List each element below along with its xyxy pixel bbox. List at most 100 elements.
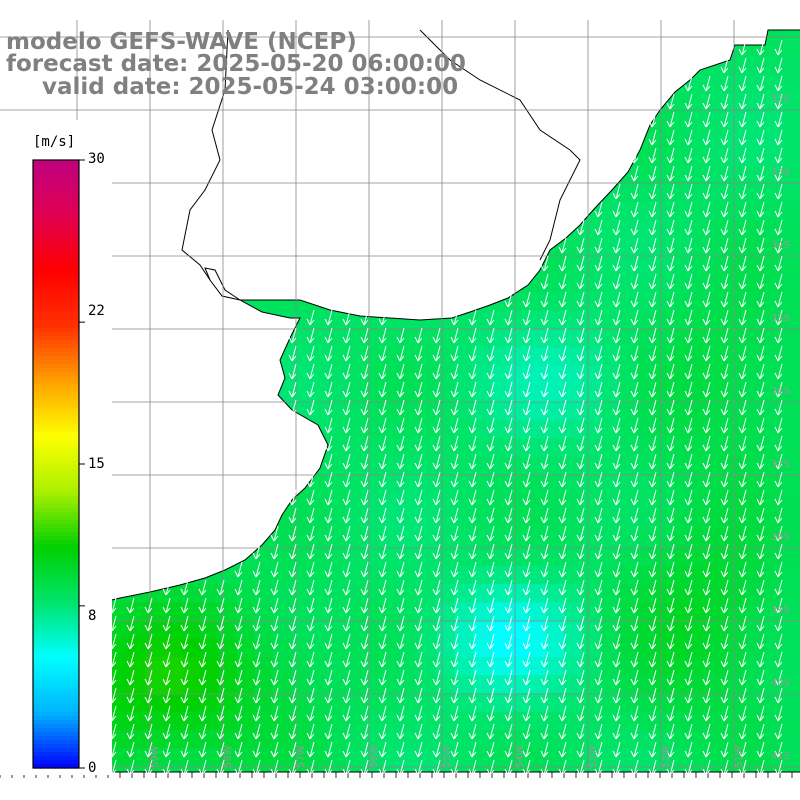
wind-arrow xyxy=(594,399,603,416)
wind-arrow xyxy=(774,291,783,308)
wind-arrow xyxy=(756,651,765,668)
speed-cell xyxy=(564,329,583,349)
speed-cell xyxy=(600,475,620,494)
wind-arrow xyxy=(396,507,405,524)
colorbar-step xyxy=(33,224,79,229)
speed-cell xyxy=(200,748,219,767)
wind-arrow xyxy=(774,345,783,362)
speed-cell xyxy=(782,438,800,458)
colorbar xyxy=(0,120,112,775)
wind-arrow xyxy=(720,741,729,758)
wind-arrow xyxy=(612,543,621,560)
wind-arrow xyxy=(540,597,549,614)
speed-cell xyxy=(546,602,565,622)
wind-arrow xyxy=(126,651,135,668)
wind-arrow xyxy=(342,525,351,542)
wind-arrow xyxy=(306,741,315,758)
speed-cell xyxy=(746,183,765,203)
wind-arrow xyxy=(342,723,351,740)
speed-cell xyxy=(637,293,656,312)
wind-arrow xyxy=(540,651,549,668)
wind-arrow xyxy=(306,597,315,614)
speed-cell xyxy=(709,111,729,130)
wind-arrow xyxy=(396,741,405,758)
colorbar-step xyxy=(33,420,79,425)
speed-cell xyxy=(582,584,602,603)
wind-arrow xyxy=(378,507,387,524)
wind-arrow xyxy=(720,669,729,686)
colorbar-step xyxy=(33,252,79,257)
speed-cell xyxy=(746,493,765,512)
wind-arrow xyxy=(630,219,639,236)
speed-cell xyxy=(582,748,602,767)
speed-cell xyxy=(655,529,674,549)
wind-arrow xyxy=(720,705,729,722)
speed-cell xyxy=(600,329,620,349)
wind-arrow xyxy=(774,363,783,380)
speed-cell xyxy=(600,566,620,585)
speed-cell xyxy=(436,547,456,567)
wind-arrow xyxy=(468,525,477,542)
speed-cell xyxy=(618,365,638,385)
speed-cell xyxy=(691,420,711,440)
wind-arrow xyxy=(414,597,423,614)
speed-cell xyxy=(473,329,492,349)
speed-cell xyxy=(782,657,800,676)
wind-arrow xyxy=(558,579,567,596)
speed-cell xyxy=(127,748,147,767)
wind-arrow xyxy=(612,237,621,254)
wind-arrow xyxy=(612,381,621,398)
speed-cell xyxy=(582,475,602,494)
speed-cell xyxy=(673,402,693,421)
speed-cell xyxy=(637,384,656,403)
wind-arrow xyxy=(756,201,765,218)
wind-arrow xyxy=(468,381,477,398)
wind-arrow xyxy=(594,741,603,758)
wind-arrow xyxy=(648,615,657,632)
wind-arrow xyxy=(306,543,315,560)
speed-cell xyxy=(782,220,800,239)
wind-arrow xyxy=(684,183,693,200)
wind-arrow xyxy=(594,453,603,470)
speed-cell xyxy=(782,420,800,440)
wind-arrow xyxy=(702,399,711,416)
speed-cell xyxy=(418,438,438,458)
speed-cell xyxy=(637,165,656,185)
wind-arrow xyxy=(684,687,693,704)
wind-arrow xyxy=(738,633,747,650)
speed-cell xyxy=(582,729,602,749)
speed-cell xyxy=(582,420,602,440)
wind-arrow xyxy=(576,453,585,470)
wind-arrow xyxy=(396,561,405,578)
wind-arrow xyxy=(612,273,621,290)
speed-cell xyxy=(345,693,365,713)
wind-arrow xyxy=(738,129,747,146)
wind-arrow xyxy=(504,525,513,542)
wind-arrow xyxy=(720,327,729,344)
wind-arrow xyxy=(432,651,441,668)
speed-cell xyxy=(163,693,183,713)
wind-arrow xyxy=(630,291,639,308)
speed-cell xyxy=(364,602,383,622)
speed-cell xyxy=(309,511,329,531)
speed-cell xyxy=(400,620,420,640)
wind-arrow xyxy=(450,435,459,452)
speed-cell xyxy=(327,329,347,349)
speed-cell xyxy=(527,493,547,512)
colorbar-step xyxy=(33,340,79,345)
wind-arrow xyxy=(468,615,477,632)
speed-cell xyxy=(509,384,529,403)
colorbar-step xyxy=(33,724,79,729)
wind-arrow xyxy=(504,597,513,614)
wind-arrow xyxy=(630,669,639,686)
wind-arrow xyxy=(594,219,603,236)
speed-cell xyxy=(600,438,620,458)
wind-arrow xyxy=(378,435,387,452)
speed-cell xyxy=(436,347,456,367)
colorbar-step xyxy=(33,284,79,289)
speed-cell xyxy=(473,566,492,585)
colorbar-step xyxy=(33,592,79,597)
speed-cell xyxy=(400,511,420,531)
speed-cell xyxy=(491,402,511,421)
speed-cell xyxy=(400,566,420,585)
